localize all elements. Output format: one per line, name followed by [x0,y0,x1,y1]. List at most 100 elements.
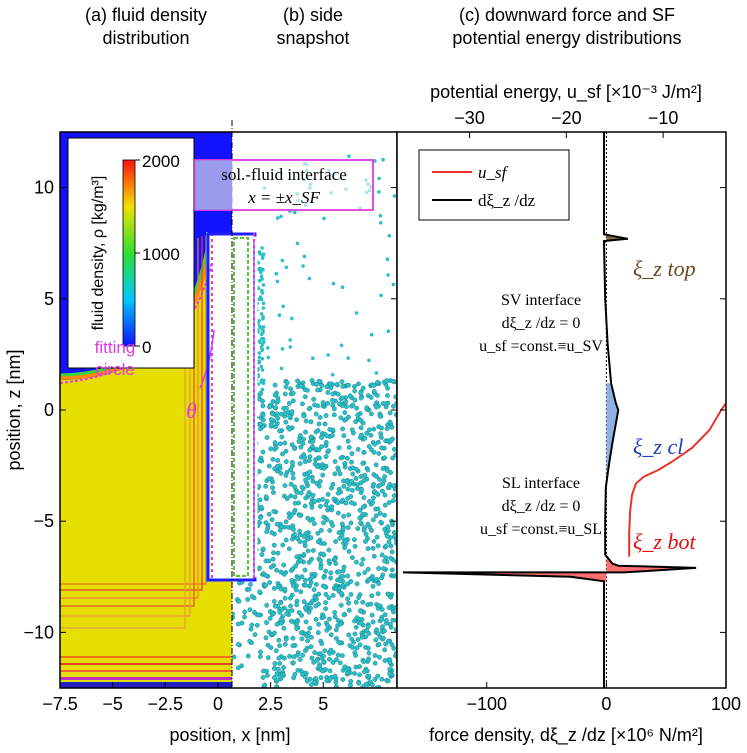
fitting-circle-label-2: circle [95,360,135,379]
fluid-particle [370,500,376,505]
fluid-particle [330,523,335,528]
adsorbed-particle [258,252,262,256]
fluid-particle [316,421,322,427]
fluid-particle [362,570,368,575]
fluid-particle [375,631,381,636]
sv-label-1: SV interface [501,292,581,309]
fluid-particle [335,500,341,506]
fluid-particle [317,503,323,509]
fluid-particle [322,648,328,654]
fluid-particle [372,653,378,658]
xi-top-fill [604,234,628,244]
fluid-particle [310,492,316,498]
fluid-particle [263,573,269,578]
vapor-particle [377,190,381,194]
fluid-particle [323,606,328,612]
fluid-particle [300,672,305,677]
fluid-particle [391,483,396,489]
fluid-particle [339,653,345,659]
fluid-particle [353,664,359,670]
fluid-particle [377,511,383,516]
fluid-particle [270,490,276,495]
fluid-particle [340,573,346,579]
fluid-particle [346,414,351,420]
fluid-particle [361,478,367,483]
fluid-particle [359,634,365,640]
fluid-particle [384,533,390,539]
fluid-particle [346,607,352,613]
fluid-particle [295,378,300,384]
vapor-particle [293,210,297,215]
fluid-particle [249,594,255,599]
fluid-particle [245,653,251,659]
fluid-particle [386,500,392,505]
fluid-particle [248,582,253,587]
fluid-particle [283,472,289,478]
fluid-particle [263,520,269,526]
fluid-particle [336,445,342,451]
fluid-particle [289,442,295,448]
fluid-particle [382,512,387,518]
fluid-particle [307,583,312,589]
adsorbed-particle [260,356,265,361]
fluid-particle [296,439,302,444]
vapor-particle [274,271,279,276]
fluid-particle [272,440,278,445]
fluid-particle [354,615,360,621]
fluid-particle [270,411,275,417]
fluid-particle [349,459,354,465]
fluid-particle [322,583,328,589]
fluid-particle [265,655,271,661]
fluid-particle [313,457,318,462]
fluid-particle [298,630,304,636]
fluid-particle [292,531,298,537]
fluid-particle [350,471,356,477]
fluid-particle [307,454,313,459]
fluid-particle [264,529,270,534]
fluid-particle [317,414,323,420]
fluid-particle [358,425,364,431]
fluid-particle [346,512,351,518]
fluid-particle [266,558,272,564]
fluid-particle [288,513,294,518]
fluid-particle [376,451,382,456]
series-usf-line [628,401,726,557]
fluid-particle [333,636,339,641]
title-b-line2: snapshot [276,28,349,48]
legend-dxi-label: dξ_z /dz [478,191,536,210]
fluid-particle [335,652,341,658]
fluid-particle [272,392,278,398]
fluid-particle [324,433,330,439]
fluid-particle [313,411,319,417]
fluid-particle [348,679,354,684]
fluid-particle [360,511,366,517]
top-axis-label-c: potential energy, u_sf [×10⁻³ J/m²] [430,82,702,103]
fluid-particle [338,602,344,608]
vapor-particle [322,216,326,221]
fluid-particle [384,618,389,623]
fluid-particle [372,677,378,682]
fluid-particle [288,618,294,624]
fluid-particle [352,383,357,389]
vapor-particle [339,343,344,348]
fluid-particle [266,629,272,635]
fluid-particle [294,554,300,560]
fluid-particle [342,461,348,466]
fluid-particle [377,413,383,419]
y-tick-label: −10 [23,622,54,642]
fluid-particle [314,480,320,486]
fluid-particle [268,645,274,650]
fluid-particle [381,566,386,571]
legend-usf-label: u_sf [478,163,509,182]
fluid-particle [372,441,378,447]
fluid-particle [316,497,322,503]
interface-label-box: sol.-fluid interface x = ±x_SF [194,159,374,211]
fluid-particle [349,636,355,642]
fluid-particle [263,635,269,641]
fluid-particle [387,410,393,416]
title-c-line2: potential energy distributions [452,28,681,48]
adsorbed-particle [260,246,264,250]
theta-label: θ [186,398,197,423]
fluid-particle [385,468,390,473]
vapor-particle [284,265,289,270]
